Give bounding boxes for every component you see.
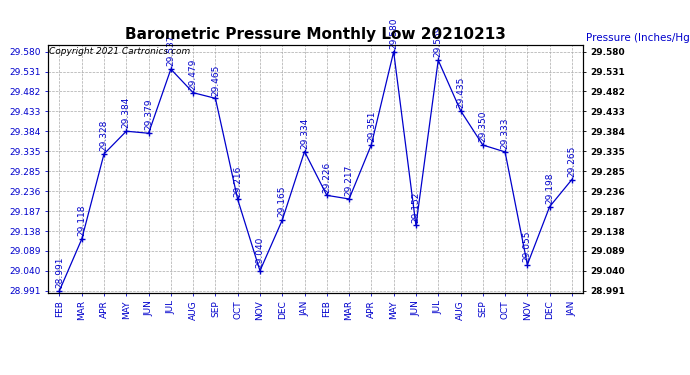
Text: 29.465: 29.465 — [211, 64, 220, 96]
Text: Copyright 2021 Cartronics.com: Copyright 2021 Cartronics.com — [50, 48, 190, 57]
Text: 29.328: 29.328 — [99, 120, 108, 151]
Text: 29.384: 29.384 — [121, 97, 131, 129]
Text: 29.350: 29.350 — [478, 111, 487, 142]
Text: 29.152: 29.152 — [411, 191, 420, 223]
Text: 29.334: 29.334 — [300, 117, 309, 149]
Title: Barometric Pressure Monthly Low 20210213: Barometric Pressure Monthly Low 20210213 — [126, 27, 506, 42]
Text: 29.198: 29.198 — [545, 172, 554, 204]
Text: 29.559: 29.559 — [434, 26, 443, 57]
Text: 29.580: 29.580 — [389, 17, 398, 49]
Text: Pressure (Inches/Hg): Pressure (Inches/Hg) — [586, 33, 690, 42]
Text: 29.118: 29.118 — [77, 205, 86, 236]
Text: 29.537: 29.537 — [166, 35, 175, 66]
Text: 29.217: 29.217 — [344, 165, 353, 196]
Text: 29.216: 29.216 — [233, 165, 242, 196]
Text: 29.265: 29.265 — [567, 146, 576, 177]
Text: 29.351: 29.351 — [367, 110, 376, 142]
Text: 29.226: 29.226 — [322, 161, 331, 192]
Text: 29.055: 29.055 — [523, 230, 532, 262]
Text: 29.379: 29.379 — [144, 99, 153, 130]
Text: 28.991: 28.991 — [55, 256, 64, 288]
Text: 29.479: 29.479 — [188, 58, 197, 90]
Text: 29.435: 29.435 — [456, 76, 465, 108]
Text: 29.165: 29.165 — [278, 186, 287, 217]
Text: 29.333: 29.333 — [500, 118, 510, 149]
Text: 29.040: 29.040 — [255, 237, 264, 268]
